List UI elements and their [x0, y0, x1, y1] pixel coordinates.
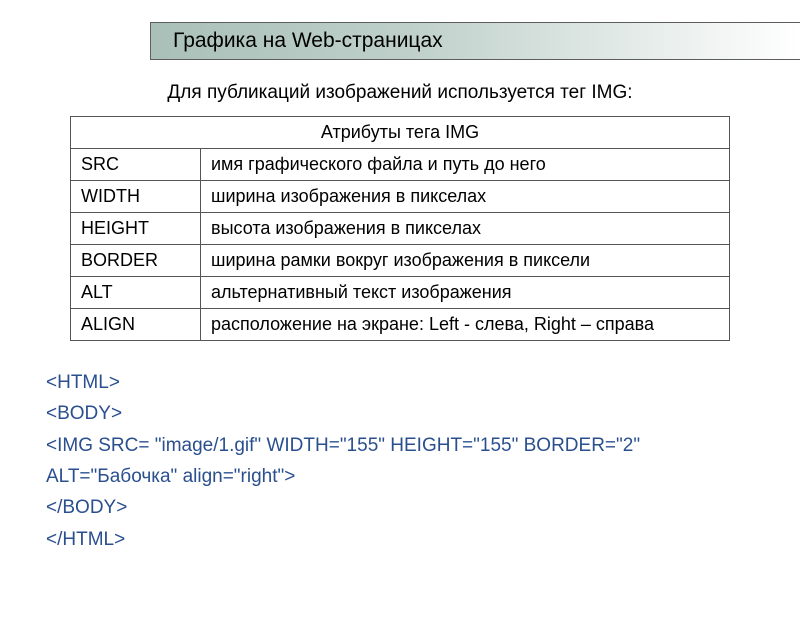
attr-name: SRC — [71, 149, 201, 181]
table-row: HEIGHT высота изображения в пикселах — [71, 213, 730, 245]
table-row: ALIGN расположение на экране: Left - сле… — [71, 309, 730, 341]
attr-name: ALT — [71, 277, 201, 309]
attr-desc: имя графического файла и путь до него — [201, 149, 730, 181]
attr-name: HEIGHT — [71, 213, 201, 245]
attr-desc: ширина изображения в пикселах — [201, 181, 730, 213]
code-line: <BODY> — [46, 398, 800, 429]
intro-text: Для публикаций изображений используется … — [0, 82, 800, 104]
attr-name: WIDTH — [71, 181, 201, 213]
code-line: ALT="Бабочка" align="right"> — [46, 461, 800, 492]
table-row: SRC имя графического файла и путь до нег… — [71, 149, 730, 181]
table-header-row: Атрибуты тега IMG — [71, 117, 730, 149]
table-row: ALT альтернативный текст изображения — [71, 277, 730, 309]
table-row: WIDTH ширина изображения в пикселах — [71, 181, 730, 213]
code-line: </BODY> — [46, 492, 800, 523]
code-example: <HTML> <BODY> <IMG SRC= "image/1.gif" WI… — [46, 367, 800, 555]
code-line: </HTML> — [46, 524, 800, 555]
code-line: <IMG SRC= "image/1.gif" WIDTH="155" HEIG… — [46, 430, 800, 461]
attr-name: BORDER — [71, 245, 201, 277]
attributes-table: Атрибуты тега IMG SRC имя графического ф… — [70, 116, 730, 341]
attr-desc: ширина рамки вокруг изображения в пиксел… — [201, 245, 730, 277]
attr-desc: расположение на экране: Left - слева, Ri… — [201, 309, 730, 341]
page-title: Графика на Web-страницах — [173, 29, 443, 53]
title-bar: Графика на Web-страницах — [150, 22, 800, 60]
table-header: Атрибуты тега IMG — [71, 117, 730, 149]
attr-name: ALIGN — [71, 309, 201, 341]
attributes-table-wrap: Атрибуты тега IMG SRC имя графического ф… — [70, 116, 730, 341]
attr-desc: высота изображения в пикселах — [201, 213, 730, 245]
attr-desc: альтернативный текст изображения — [201, 277, 730, 309]
table-row: BORDER ширина рамки вокруг изображения в… — [71, 245, 730, 277]
code-line: <HTML> — [46, 367, 800, 398]
